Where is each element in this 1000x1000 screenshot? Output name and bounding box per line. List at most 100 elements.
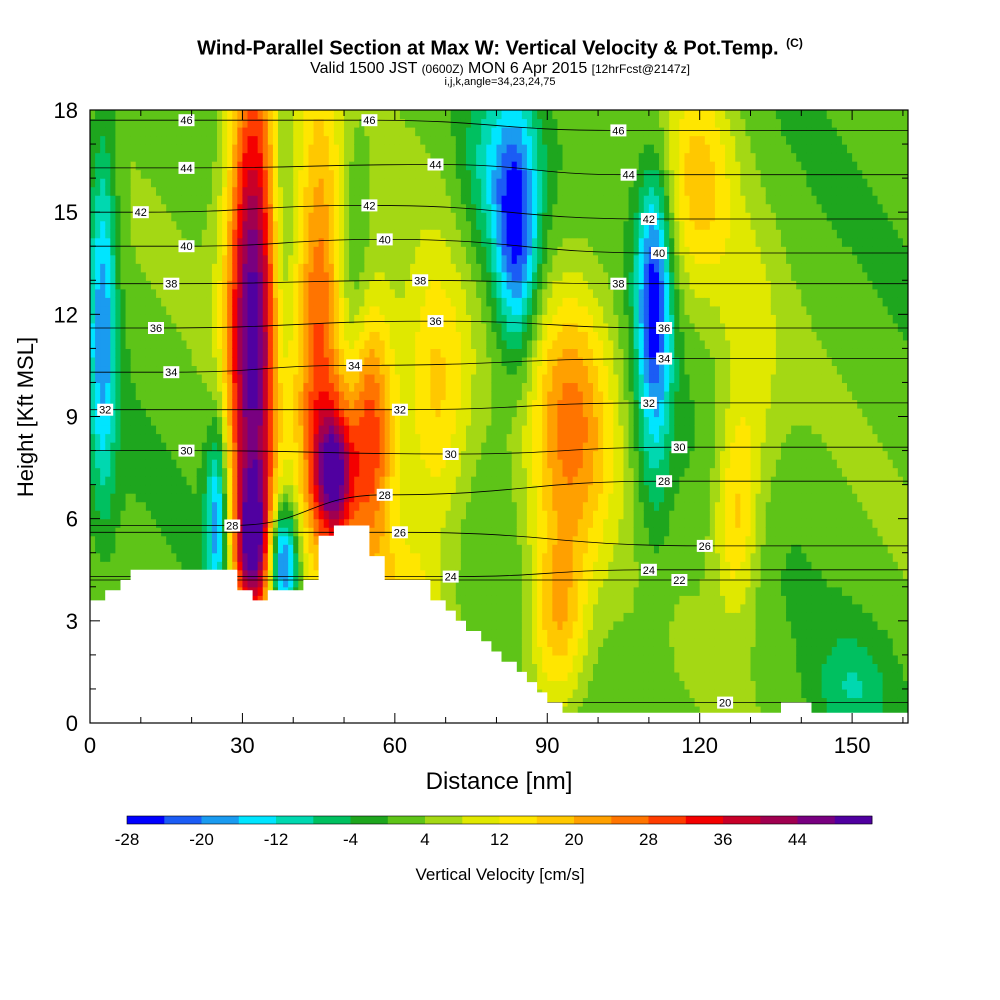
field-cell [145,450,152,460]
field-cell [257,450,264,460]
field-cell [318,382,325,392]
field-cell [293,467,299,477]
field-cell [267,373,274,384]
field-cell [166,450,172,460]
field-cell [120,229,127,239]
field-cell [211,127,218,137]
field-cell [125,416,132,426]
field-cell [217,161,223,171]
field-cell [166,433,172,443]
field-cell [156,450,162,460]
field-cell [405,382,411,392]
field-cell [247,390,254,401]
field-cell [374,501,381,511]
field-cell [430,399,437,409]
field-cell [384,356,391,367]
field-cell [405,510,411,520]
field-cell [252,118,259,128]
field-cell [222,339,228,349]
field-cell [211,373,218,384]
field-cell [308,322,315,332]
field-cell [171,169,177,179]
field-cell [211,348,218,358]
field-cell [95,127,101,137]
field-cell [237,484,244,494]
field-cell [161,450,167,460]
field-cell [201,501,208,511]
field-cell [247,331,254,341]
field-cell [120,322,127,332]
field-cell [211,195,218,205]
field-cell [425,212,432,222]
field-cell [242,484,249,494]
field-cell [115,331,122,341]
field-cell [369,416,376,426]
field-cell [196,416,203,426]
field-cell [410,484,416,494]
field-cell [410,544,416,554]
field-cell [90,203,96,213]
field-cell [415,450,421,460]
field-cell [344,467,350,477]
field-cell [227,467,233,477]
field-cell [410,450,416,460]
field-cell [333,110,340,120]
field-cell [171,552,177,562]
field-cell [410,339,416,349]
field-cell [237,314,244,324]
field-cell [379,416,386,426]
field-cell [277,348,284,358]
field-cell [349,484,355,494]
field-cell [196,501,203,511]
field-cell [227,135,233,145]
field-cell [227,254,233,264]
field-cell [399,476,406,486]
field-cell [105,459,111,469]
field-cell [333,280,340,290]
field-cell [166,425,172,435]
field-cell [232,425,238,435]
field-cell [130,135,137,145]
field-cell [242,263,249,273]
field-cell [283,493,289,503]
field-cell [323,484,330,494]
field-cell [318,467,325,477]
field-cell [359,484,365,494]
field-cell [227,527,233,537]
field-cell [359,314,365,324]
field-cell [100,425,106,435]
field-cell [298,407,304,418]
field-cell [125,263,132,273]
field-cell [110,322,116,332]
field-cell [293,561,299,571]
field-cell [181,186,188,196]
field-cell [405,331,411,341]
field-cell [277,118,284,128]
field-cell [272,203,279,213]
field-cell [318,493,325,503]
field-cell [115,297,122,307]
field-cell [125,152,132,162]
field-cell [90,527,96,537]
field-cell [140,365,147,375]
field-cell [349,467,355,477]
field-cell [369,237,376,247]
field-cell [354,322,360,332]
field-cell [227,127,233,137]
field-cell [140,373,147,384]
field-cell [349,407,355,418]
field-cell [288,459,294,469]
field-cell [171,467,177,477]
field-cell [283,407,289,418]
field-cell [379,118,386,128]
field-cell [420,416,426,426]
field-cell [201,399,208,409]
field-cell [313,203,320,213]
field-cell [105,535,111,545]
field-cell [313,152,320,162]
field-cell [232,127,238,137]
field-cell [425,127,432,137]
field-cell [201,297,208,307]
field-cell [379,399,386,409]
field-cell [252,493,259,503]
